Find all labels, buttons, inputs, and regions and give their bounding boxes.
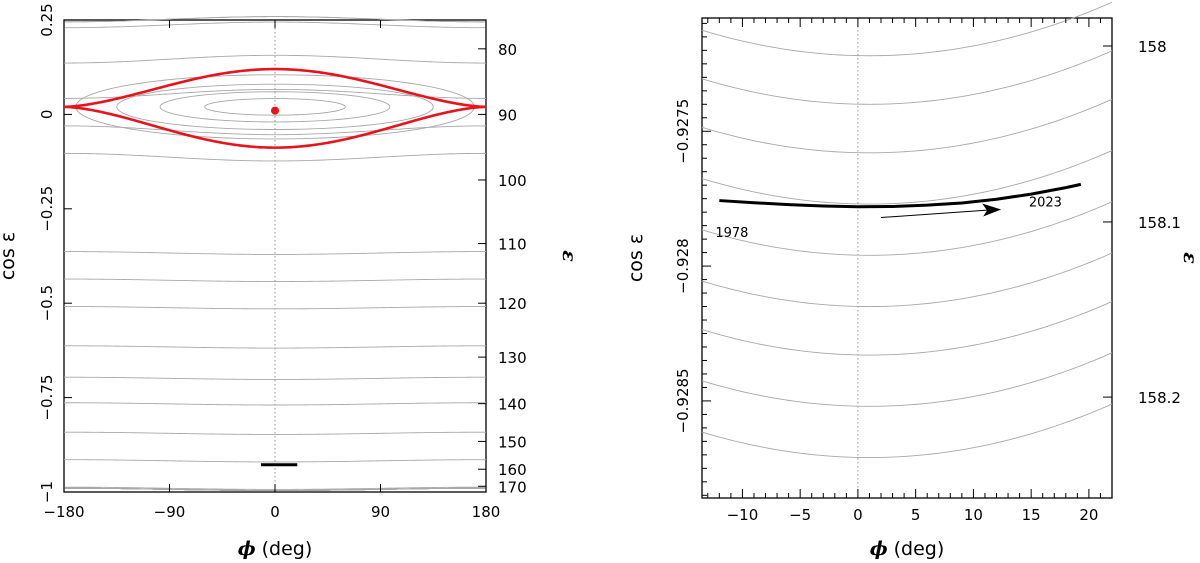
- right-x-tick-label: 5: [911, 506, 921, 524]
- left-contour-curve: [64, 152, 486, 162]
- left-x-tick-label: 90: [371, 503, 390, 521]
- right-contour-curve: [701, 301, 1113, 356]
- left-eps-tick-label: 120: [498, 295, 527, 313]
- right-contour-curve: [701, 201, 1113, 256]
- left-eps-tick-label: 140: [498, 396, 527, 414]
- right-trajectory: [719, 182, 1082, 209]
- right-y-axis-label: cos ε: [625, 234, 647, 282]
- direction-arrow-line: [880, 209, 990, 219]
- right-right-axis-label: ε: [1179, 252, 1200, 264]
- left-x-tick-label: −180: [43, 503, 84, 521]
- left-panel: −180 −90 0 90 1800.250−0.25−0.5−0.75−1809010…: [0, 3, 580, 560]
- left-eps-tick-label: 150: [498, 433, 527, 451]
- right-contour-curve: [701, 1, 1113, 57]
- right-contour-curve: [701, 150, 1113, 205]
- right-contour-curve: [701, 98, 1113, 154]
- right-contour-curve: [701, 403, 1113, 459]
- right-y-tick-label: −0.9285: [674, 368, 692, 433]
- left-contour-curve: [64, 345, 486, 349]
- right-eps-tick-label: 158: [1138, 38, 1167, 56]
- left-x-tick-label: 180: [472, 503, 501, 521]
- annotation-year-start: 1978: [715, 226, 748, 241]
- right-contour-curve: [701, 50, 1113, 105]
- left-contour-curve: [64, 376, 486, 380]
- left-contour-curve: [63, 125, 487, 136]
- left-right-axis-label: ε: [558, 250, 580, 262]
- left-contour-curve: [64, 306, 486, 310]
- right-contour-curve: [701, 352, 1113, 407]
- right-eps-tick-label: 158.1: [1138, 214, 1181, 232]
- annotation-year-end: 2023: [1029, 195, 1062, 210]
- left-eps-tick-label: 130: [498, 349, 527, 367]
- left-equilibrium-point: [271, 106, 279, 115]
- direction-arrow-head: [982, 203, 1002, 217]
- left-eps-tick-label: 110: [498, 236, 527, 254]
- left-y-tick-label: −0.5: [38, 285, 56, 321]
- right-y-tick-label: −0.9275: [674, 99, 692, 164]
- left-x-tick-label: 0: [270, 503, 280, 521]
- left-libration-contour: [204, 98, 346, 116]
- left-eps-tick-label: 160: [498, 461, 527, 479]
- left-contour-curve: [63, 16, 487, 23]
- left-y-tick-label: −0.25: [38, 186, 56, 232]
- left-contour-curve: [64, 459, 486, 463]
- right-panel: 1978 2023 −10 −5 0 5 10 15 20 −0.9275 −0.928 −0.928…: [625, 1, 1200, 560]
- left-eps-tick-label: 80: [498, 41, 517, 59]
- right-y-tick-label: −0.928: [674, 238, 692, 294]
- left-eps-tick-label: 100: [498, 172, 527, 190]
- left-y-tick-label: −1: [38, 481, 56, 503]
- left-contour-curve: [63, 278, 487, 282]
- right-x-tick-label: −10: [727, 506, 759, 524]
- right-x-tick-label: 15: [1022, 506, 1041, 524]
- right-x-tick-label: −5: [789, 506, 811, 524]
- right-contour-curve: [701, 252, 1113, 307]
- left-libration-contour: [159, 91, 391, 123]
- right-x-axis-label: ϕ (deg): [870, 538, 945, 560]
- left-separatrix: [63, 67, 487, 149]
- left-libration-contour: [116, 83, 434, 130]
- left-contour-curve: [63, 251, 487, 255]
- left-contour-curve: [63, 54, 487, 64]
- left-eps-tick-label: 90: [498, 106, 517, 124]
- left-y-tick-label: −0.75: [38, 375, 56, 421]
- left-y-tick-label: 0: [38, 110, 56, 120]
- left-contour-curve: [64, 402, 486, 406]
- left-y-axis-label: cos ε: [0, 232, 19, 280]
- right-x-tick-label: 20: [1079, 506, 1098, 524]
- left-y-tick-label: 0.25: [38, 3, 56, 36]
- right-plot-frame: [701, 17, 1113, 499]
- right-eps-tick-label: 158.2: [1138, 389, 1181, 407]
- left-eps-tick-label: 170: [498, 478, 527, 496]
- left-contour-curve: [64, 431, 486, 435]
- right-x-tick-label: 10: [964, 506, 983, 524]
- left-x-axis-label: ϕ (deg): [238, 538, 313, 560]
- right-x-tick-label: 0: [853, 506, 863, 524]
- left-x-tick-label: −90: [154, 503, 186, 521]
